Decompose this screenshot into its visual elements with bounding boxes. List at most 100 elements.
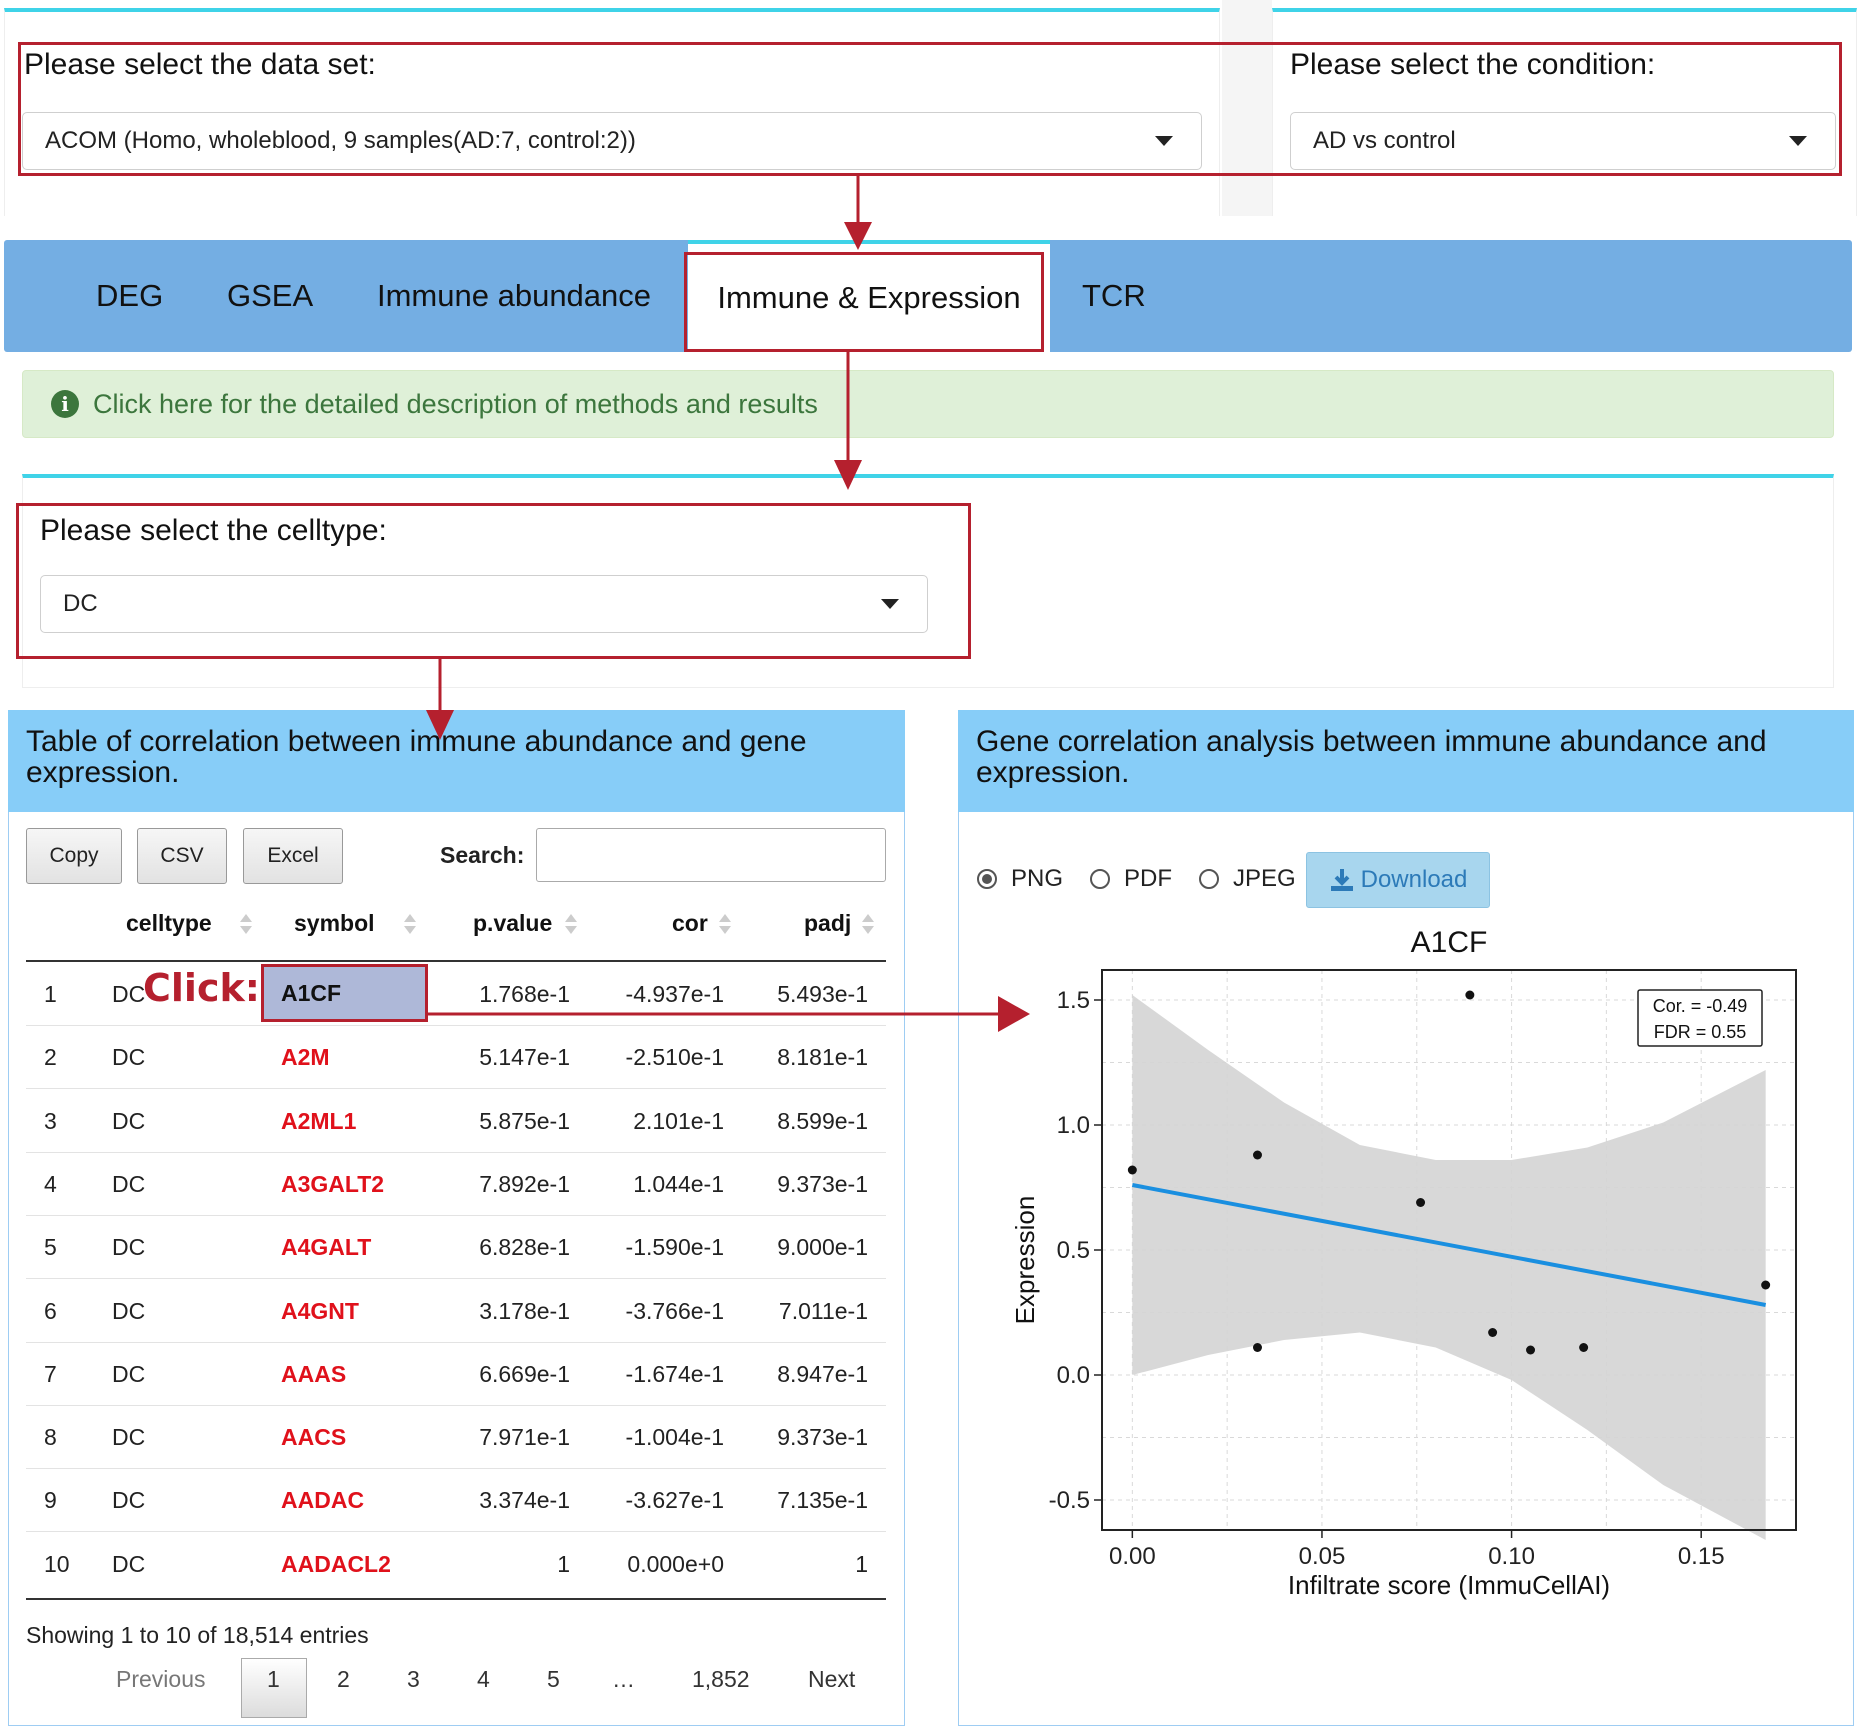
col-header-cor[interactable]: cor [672,910,708,936]
radio-pdf[interactable] [1090,869,1110,889]
y-tick-label: 0.5 [1057,1237,1090,1264]
dataset-select-value: ACOM (Homo, wholeblood, 9 samples(AD:7, … [45,127,636,154]
table-row[interactable]: 2 DC A2M 5.147e-1 -2.510e-1 8.181e-1 [26,1026,886,1090]
highlight-a1cf-cell[interactable]: A1CF [261,964,428,1022]
cell-celltype: DC [112,981,146,1007]
tab-gsea[interactable]: GSEA [227,278,314,313]
radio-jpeg[interactable] [1199,869,1219,889]
chart-title: A1CF [1411,926,1488,959]
cell-symbol[interactable]: AAAS [281,1360,347,1387]
tab-immune-expression[interactable]: Immune & Expression [688,240,1050,352]
col-header-symbol[interactable]: symbol [294,910,375,936]
pagination-previous[interactable]: Previous [116,1666,206,1692]
cell-symbol[interactable]: A4GALT [281,1234,372,1261]
table-row[interactable]: 3 DC A2ML1 5.875e-1 2.101e-1 8.599e-1 [26,1090,886,1153]
y-tick-label: 1.0 [1057,1112,1090,1139]
cell-celltype: DC [112,1550,146,1577]
data-point [1416,1198,1426,1207]
cell-symbol[interactable]: AACS [281,1424,347,1451]
pagination-page-5[interactable]: 5 [547,1666,560,1692]
radio-pdf-label[interactable]: PDF [1124,865,1172,892]
row-index: 2 [44,1044,57,1071]
table-row[interactable]: 7 DC AAAS 6.669e-1 -1.674e-1 8.947e-1 [26,1343,886,1406]
highlight-a1cf-label: A1CF [281,979,342,1006]
cell-symbol[interactable]: A2M [281,1044,330,1071]
cell-padj: 8.181e-1 [777,1044,868,1071]
table-row[interactable]: 1 DC 1.768e-1 -4.937e-1 5.493e-1 [26,963,886,1026]
col-header-padj[interactable]: padj [804,910,852,936]
cell-pvalue: 5.147e-1 [479,1044,570,1071]
cell-pvalue: 1.768e-1 [479,981,570,1007]
row-index: 5 [44,1234,57,1261]
condition-label: Please select the condition: [1290,48,1656,81]
cell-symbol[interactable]: A4GNT [281,1297,359,1324]
table-bottom-divider [26,1598,886,1600]
table-row[interactable]: 6 DC A4GNT 3.178e-1 -3.766e-1 7.011e-1 [26,1280,886,1343]
pagination-ellipsis: … [612,1666,635,1692]
csv-button[interactable]: CSV [137,828,227,884]
table-row[interactable]: 9 DC AADAC 3.374e-1 -3.627e-1 7.135e-1 [26,1469,886,1533]
dataset-select[interactable]: ACOM (Homo, wholeblood, 9 samples(AD:7, … [22,112,1202,170]
download-button-label: Download [1360,866,1468,893]
search-input[interactable] [536,828,886,882]
chevron-down-icon [1155,136,1173,146]
cell-padj: 9.000e-1 [777,1234,868,1261]
click-annotation: Click: [143,966,260,1010]
cell-celltype: DC [112,1297,146,1324]
cell-symbol[interactable]: AADAC [281,1487,365,1514]
pagination-page-2[interactable]: 2 [337,1666,350,1692]
cell-cor: -1.004e-1 [625,1424,724,1451]
fit-line [1131,1183,1767,1307]
radio-png-label[interactable]: PNG [1011,865,1064,892]
plot-panel-title: Gene correlation analysis between immune… [958,710,1854,812]
condition-select[interactable]: AD vs control [1290,112,1836,170]
row-index: 9 [44,1487,57,1514]
table-row[interactable]: 8 DC AACS 7.971e-1 -1.004e-1 9.373e-1 [26,1406,886,1470]
stats-annotation-text: Cor. = -0.49 [1653,996,1748,1016]
celltype-label: Please select the celltype: [40,514,387,547]
cell-pvalue: 7.971e-1 [479,1424,570,1451]
table-row[interactable]: 5 DC A4GALT 6.828e-1 -1.590e-1 9.000e-1 [26,1216,886,1280]
cell-pvalue: 5.875e-1 [479,1107,570,1134]
celltype-select[interactable]: DC [40,575,928,633]
table-row[interactable]: 4 DC A3GALT2 7.892e-1 1.044e-1 9.373e-1 [26,1153,886,1216]
tab-deg[interactable]: DEG [96,278,164,313]
pagination-next[interactable]: Next [808,1666,856,1692]
col-header-celltype[interactable]: celltype [126,910,212,936]
row-index: 3 [44,1107,57,1134]
highlight-selectors [18,42,1842,176]
col-header-pvalue[interactable]: p.value [473,910,553,936]
x-tick-label: 0.15 [1678,1543,1725,1570]
copy-button[interactable]: Copy [26,828,122,884]
row-index: 7 [44,1360,57,1387]
data-point [1465,990,1475,1000]
table-info: Showing 1 to 10 of 18,514 entries [26,1622,369,1648]
cell-symbol[interactable]: A3GALT2 [281,1170,385,1197]
pagination-page-1[interactable]: 1 [267,1666,280,1692]
radio-jpeg-label[interactable]: JPEG [1233,865,1296,892]
y-tick-label: 1.5 [1057,987,1090,1014]
scatter-chart: 0.00 0.05 0.10 0.15 -0.5 0.0 0.5 1.0 1.5 A1CF Infi… [1010,926,1797,1600]
cell-symbol[interactable]: AADACL2 [281,1550,391,1577]
cell-pvalue: 1 [557,1550,570,1577]
description-alert[interactable]: i Click here for the detailed descriptio… [22,370,1834,438]
table-row[interactable]: 10 DC AADACL2 1 0.000e+0 1 [26,1533,886,1596]
radio-png[interactable] [977,869,997,889]
pagination-page-last[interactable]: 1,852 [692,1666,750,1692]
header-divider [26,960,886,962]
tab-tcr[interactable]: TCR [1082,278,1146,313]
tab-immune-abundance[interactable]: Immune abundance [377,278,652,313]
download-button[interactable]: Download [1306,852,1490,908]
cell-cor: 2.101e-1 [633,1107,724,1134]
highlight-active-tab [684,252,1044,352]
cell-symbol[interactable]: A2ML1 [281,1107,357,1134]
row-index: 8 [44,1424,57,1451]
table-panel-title: Table of correlation between immune abun… [8,710,905,812]
y-tick-label: 0.0 [1057,1362,1090,1389]
excel-button[interactable]: Excel [243,828,343,884]
x-tick-label: 0.10 [1488,1543,1535,1570]
pagination-page-3[interactable]: 3 [407,1666,420,1692]
pagination-page-4[interactable]: 4 [477,1666,490,1692]
cell-padj: 9.373e-1 [777,1424,868,1451]
chevron-down-icon [881,599,899,609]
